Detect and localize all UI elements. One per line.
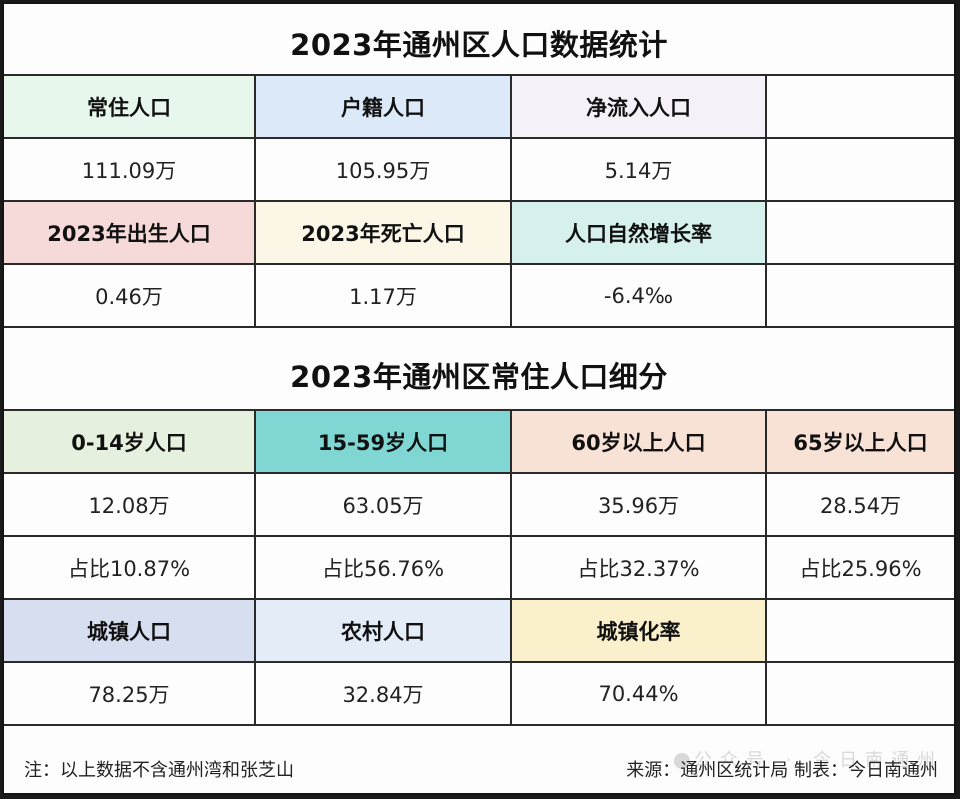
value-cell-age-15-59: 63.05万 bbox=[256, 474, 512, 537]
section-title-resident-breakdown: 2023年通州区常住人口细分 bbox=[290, 360, 668, 394]
header-cell-births-2023: 2023年出生人口 bbox=[4, 202, 256, 265]
population-stats-table: 常住人口 户籍人口 净流入人口 111.09万 105.95万 5.14万 20… bbox=[4, 74, 954, 328]
header-cell-resident-population: 常住人口 bbox=[4, 76, 256, 139]
share-cell-age-65-plus: 占比25.96% bbox=[767, 537, 954, 600]
share-cell-age-60-plus: 占比32.37% bbox=[512, 537, 767, 600]
share-cell-age-15-59: 占比56.76% bbox=[256, 537, 512, 600]
header-cell-empty bbox=[767, 600, 954, 663]
header-cell-rural-population: 农村人口 bbox=[256, 600, 512, 663]
header-cell-deaths-2023: 2023年死亡人口 bbox=[256, 202, 512, 265]
source-credit: 来源：通州区统计局 制表：今日南通州 bbox=[626, 760, 938, 781]
header-cell-natural-growth-rate: 人口自然增长率 bbox=[512, 202, 767, 265]
header-cell-urbanization-rate: 城镇化率 bbox=[512, 600, 767, 663]
value-cell-age-0-14: 12.08万 bbox=[4, 474, 256, 537]
footer: 公众号 · 今日南通州 注：以上数据不含通州湾和张芝山 来源：通州区统计局 制表… bbox=[4, 738, 954, 793]
header-cell-empty bbox=[767, 202, 954, 265]
resident-breakdown-table: 0-14岁人口 15-59岁人口 60岁以上人口 65岁以上人口 12.08万 … bbox=[4, 409, 954, 726]
value-cell-empty bbox=[767, 663, 954, 726]
header-cell-age-60-plus: 60岁以上人口 bbox=[512, 411, 767, 474]
wechat-icon bbox=[674, 753, 690, 769]
share-cell-age-0-14: 占比10.87% bbox=[4, 537, 256, 600]
value-cell-resident-population: 111.09万 bbox=[4, 139, 256, 202]
value-cell-age-60-plus: 35.96万 bbox=[512, 474, 767, 537]
value-cell-net-inflow-population: 5.14万 bbox=[512, 139, 767, 202]
value-cell-age-65-plus: 28.54万 bbox=[767, 474, 954, 537]
header-cell-empty bbox=[767, 76, 954, 139]
watermark-text: 公众号 · 今日南通州 bbox=[694, 750, 944, 771]
value-cell-urbanization-rate: 70.44% bbox=[512, 663, 767, 726]
header-cell-age-65-plus: 65岁以上人口 bbox=[767, 411, 954, 474]
value-cell-empty bbox=[767, 265, 954, 328]
header-cell-net-inflow-population: 净流入人口 bbox=[512, 76, 767, 139]
value-cell-births-2023: 0.46万 bbox=[4, 265, 256, 328]
value-cell-natural-growth-rate: -6.4‰ bbox=[512, 265, 767, 328]
footnote: 注：以上数据不含通州湾和张芝山 bbox=[24, 760, 294, 781]
header-cell-age-0-14: 0-14岁人口 bbox=[4, 411, 256, 474]
value-cell-urban-population: 78.25万 bbox=[4, 663, 256, 726]
header-cell-age-15-59: 15-59岁人口 bbox=[256, 411, 512, 474]
header-cell-registered-population: 户籍人口 bbox=[256, 76, 512, 139]
value-cell-rural-population: 32.84万 bbox=[256, 663, 512, 726]
value-cell-empty bbox=[767, 139, 954, 202]
section-title-population-stats: 2023年通州区人口数据统计 bbox=[290, 28, 668, 62]
value-cell-registered-population: 105.95万 bbox=[256, 139, 512, 202]
header-cell-urban-population: 城镇人口 bbox=[4, 600, 256, 663]
value-cell-deaths-2023: 1.17万 bbox=[256, 265, 512, 328]
watermark: 公众号 · 今日南通州 bbox=[674, 746, 943, 772]
